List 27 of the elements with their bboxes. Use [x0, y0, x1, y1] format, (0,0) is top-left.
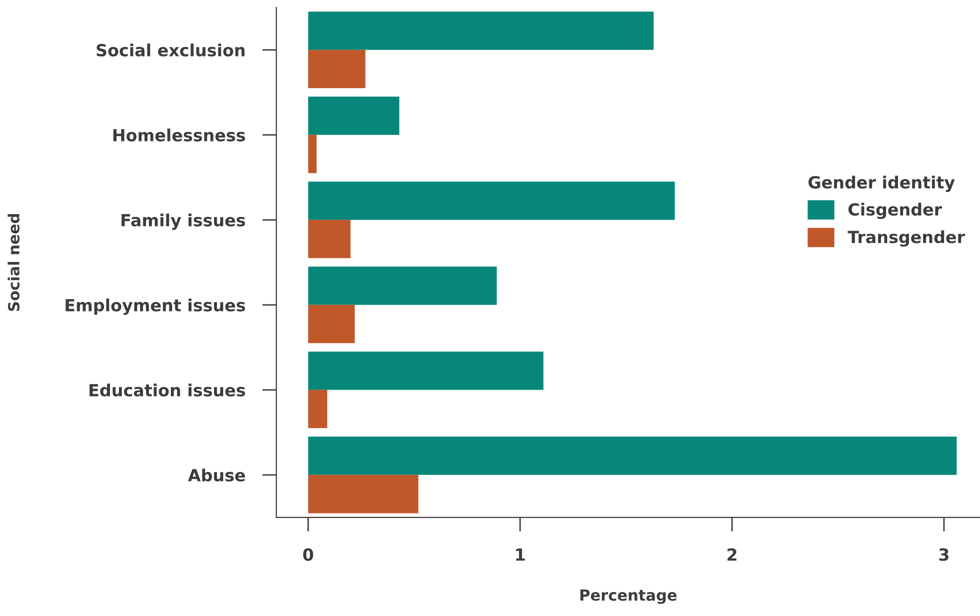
bar — [308, 304, 355, 344]
bar — [308, 474, 418, 514]
bar — [308, 134, 317, 174]
x-axis-title: Percentage — [580, 589, 677, 604]
y-tick-label: Education issues — [90, 384, 246, 396]
bar — [308, 352, 544, 390]
legend-label: Cisgender — [848, 202, 942, 220]
y-tick-label: Social exclusion — [96, 44, 244, 56]
x-tick-label: 0 — [303, 548, 314, 561]
bar — [308, 182, 675, 220]
legend-title: Gender identity — [808, 176, 955, 192]
y-axis-title: Social need — [8, 214, 20, 311]
bar — [308, 96, 400, 135]
bar — [308, 390, 328, 428]
bar — [308, 266, 497, 305]
x-tick-label: 2 — [728, 548, 736, 561]
bar — [308, 220, 351, 258]
legend-label: Transgender — [848, 230, 965, 247]
y-tick-label: Family issues — [122, 214, 246, 230]
x-tick-label: 1 — [516, 548, 525, 561]
y-tick-label: Homelessness — [113, 128, 246, 142]
bar — [308, 12, 654, 50]
bar — [308, 436, 957, 475]
bar — [308, 50, 366, 88]
x-tick-label: 3 — [939, 548, 948, 561]
y-tick-label: Employment issues — [66, 298, 246, 315]
y-tick-label: Abuse — [188, 468, 245, 482]
